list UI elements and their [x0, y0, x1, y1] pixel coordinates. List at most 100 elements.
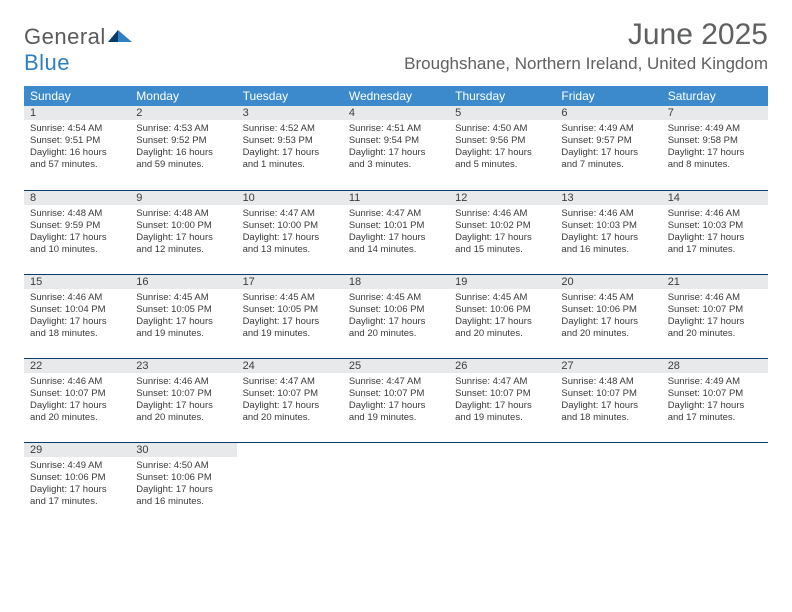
day-number: 23 [130, 359, 236, 373]
day-number: 13 [555, 191, 661, 205]
day-number: 28 [662, 359, 768, 373]
title-block: June 2025 Broughshane, Northern Ireland,… [404, 18, 768, 74]
daynum-bar: 25 [343, 359, 449, 373]
day-cell: 19Sunrise: 4:45 AMSunset: 10:06 PMDaylig… [449, 274, 555, 358]
day-cell: 10Sunrise: 4:47 AMSunset: 10:00 PMDaylig… [237, 190, 343, 274]
day-details: Sunrise: 4:54 AMSunset: 9:51 PMDaylight:… [30, 123, 124, 172]
daynum-bar: 20 [555, 275, 661, 289]
daynum-bar: 12 [449, 191, 555, 205]
day-cell: 18 Sunrise: 4:45 AMSunset: 10:06 PMDaylig… [343, 274, 449, 358]
day-cell: 20 Sunrise: 4:45 AMSunset: 10:06 PMDaylig… [555, 274, 661, 358]
day-number: 15 [24, 275, 130, 289]
daynum-bar: 9 [130, 191, 236, 205]
day-cell: 15 Sunrise: 4:46 AMSunset: 10:04 PMDaylig… [24, 274, 130, 358]
day-details: Sunrise: 4:46 AMSunset: 10:03 PMDaylight… [561, 208, 655, 257]
daynum-bar: 6 [555, 106, 661, 120]
day-number: 18 [343, 275, 449, 289]
daynum-bar: 27 [555, 359, 661, 373]
day-details: Sunrise: 4:48 AMSunset: 10:00 PMDaylight… [136, 208, 230, 257]
day-cell: 22 Sunrise: 4:46 AMSunset: 10:07 PMDaylig… [24, 358, 130, 442]
logo-text: General Blue [24, 24, 134, 76]
day-details: Sunrise: 4:49 AMSunset: 10:07 PMDaylight… [668, 376, 762, 425]
day-cell: 28 Sunrise: 4:49 AMSunset: 10:07 PMDaylig… [662, 358, 768, 442]
week-row: 29 Sunrise: 4:49 AMSunset: 10:06 PMDaylig… [24, 442, 768, 526]
daynum-bar: 30 [130, 443, 236, 457]
day-number: 26 [449, 359, 555, 373]
day-cell: 6 Sunrise: 4:49 AMSunset: 9:57 PMDaylight… [555, 106, 661, 190]
daynum-bar: 15 [24, 275, 130, 289]
weekday-header: Monday [130, 86, 236, 106]
location-text: Broughshane, Northern Ireland, United Ki… [404, 54, 768, 74]
day-details: Sunrise: 4:49 AMSunset: 10:06 PMDaylight… [30, 460, 124, 509]
brand-logo: General Blue [24, 24, 134, 76]
day-number: 5 [449, 106, 555, 120]
week-row: 8Sunrise: 4:48 AMSunset: 9:59 PMDaylight… [24, 190, 768, 274]
weekday-header: Saturday [662, 86, 768, 106]
day-number: 27 [555, 359, 661, 373]
day-details: Sunrise: 4:48 AMSunset: 10:07 PMDaylight… [561, 376, 655, 425]
day-cell: 4 Sunrise: 4:51 AMSunset: 9:54 PMDaylight… [343, 106, 449, 190]
day-details: Sunrise: 4:45 AMSunset: 10:05 PMDaylight… [136, 292, 230, 341]
daynum-bar: 26 [449, 359, 555, 373]
day-cell [555, 442, 661, 526]
daynum-bar: 1 [24, 106, 130, 120]
calendar-body: 1 Sunrise: 4:54 AMSunset: 9:51 PMDaylight… [24, 106, 768, 526]
daynum-bar: 13 [555, 191, 661, 205]
day-details: Sunrise: 4:47 AMSunset: 10:07 PMDaylight… [243, 376, 337, 425]
day-details: Sunrise: 4:45 AMSunset: 10:06 PMDaylight… [349, 292, 443, 341]
day-cell: 25Sunrise: 4:47 AMSunset: 10:07 PMDaylig… [343, 358, 449, 442]
day-details: Sunrise: 4:45 AMSunset: 10:05 PMDaylight… [243, 292, 337, 341]
daynum-bar: 29 [24, 443, 130, 457]
day-cell [662, 442, 768, 526]
weekday-header-row: SundayMondayTuesdayWednesdayThursdayFrid… [24, 86, 768, 106]
day-details: Sunrise: 4:51 AMSunset: 9:54 PMDaylight:… [349, 123, 443, 172]
day-details: Sunrise: 4:46 AMSunset: 10:03 PMDaylight… [668, 208, 762, 257]
day-cell: 12Sunrise: 4:46 AMSunset: 10:02 PMDaylig… [449, 190, 555, 274]
daynum-bar: 22 [24, 359, 130, 373]
day-number: 8 [24, 191, 130, 205]
day-cell: 14 Sunrise: 4:46 AMSunset: 10:03 PMDaylig… [662, 190, 768, 274]
day-number: 14 [662, 191, 768, 205]
daynum-bar-empty [237, 443, 343, 457]
day-cell: 26Sunrise: 4:47 AMSunset: 10:07 PMDaylig… [449, 358, 555, 442]
day-details: Sunrise: 4:49 AMSunset: 9:57 PMDaylight:… [561, 123, 655, 172]
daynum-bar: 17 [237, 275, 343, 289]
day-details: Sunrise: 4:45 AMSunset: 10:06 PMDaylight… [561, 292, 655, 341]
day-cell: 3Sunrise: 4:52 AMSunset: 9:53 PMDaylight… [237, 106, 343, 190]
day-details: Sunrise: 4:50 AMSunset: 9:56 PMDaylight:… [455, 123, 549, 172]
calendar-page: General Blue June 2025 Broughshane, Nort… [0, 0, 792, 612]
day-cell: 24 Sunrise: 4:47 AMSunset: 10:07 PMDaylig… [237, 358, 343, 442]
day-number: 25 [343, 359, 449, 373]
day-cell: 11Sunrise: 4:47 AMSunset: 10:01 PMDaylig… [343, 190, 449, 274]
daynum-bar: 10 [237, 191, 343, 205]
day-cell: 16 Sunrise: 4:45 AMSunset: 10:05 PMDaylig… [130, 274, 236, 358]
day-number: 3 [237, 106, 343, 120]
logo-mark-icon [108, 28, 134, 44]
day-cell: 2 Sunrise: 4:53 AMSunset: 9:52 PMDaylight… [130, 106, 236, 190]
daynum-bar: 3 [237, 106, 343, 120]
daynum-bar: 14 [662, 191, 768, 205]
daynum-bar: 4 [343, 106, 449, 120]
day-number: 30 [130, 443, 236, 457]
logo-general: General [24, 24, 106, 49]
calendar-table: SundayMondayTuesdayWednesdayThursdayFrid… [24, 86, 768, 526]
day-number: 4 [343, 106, 449, 120]
day-number: 20 [555, 275, 661, 289]
daynum-bar: 16 [130, 275, 236, 289]
day-cell: 23Sunrise: 4:46 AMSunset: 10:07 PMDaylig… [130, 358, 236, 442]
day-details: Sunrise: 4:53 AMSunset: 9:52 PMDaylight:… [136, 123, 230, 172]
daynum-bar: 24 [237, 359, 343, 373]
weekday-header: Tuesday [237, 86, 343, 106]
logo-blue: Blue [24, 50, 70, 75]
day-number: 2 [130, 106, 236, 120]
day-number: 7 [662, 106, 768, 120]
day-cell: 27 Sunrise: 4:48 AMSunset: 10:07 PMDaylig… [555, 358, 661, 442]
day-cell: 17 Sunrise: 4:45 AMSunset: 10:05 PMDaylig… [237, 274, 343, 358]
day-details: Sunrise: 4:46 AMSunset: 10:04 PMDaylight… [30, 292, 124, 341]
daynum-bar-empty [662, 443, 768, 457]
day-cell: 1 Sunrise: 4:54 AMSunset: 9:51 PMDaylight… [24, 106, 130, 190]
header-row: General Blue June 2025 Broughshane, Nort… [24, 18, 768, 76]
day-details: Sunrise: 4:46 AMSunset: 10:07 PMDaylight… [30, 376, 124, 425]
weekday-header: Thursday [449, 86, 555, 106]
day-cell: 29 Sunrise: 4:49 AMSunset: 10:06 PMDaylig… [24, 442, 130, 526]
